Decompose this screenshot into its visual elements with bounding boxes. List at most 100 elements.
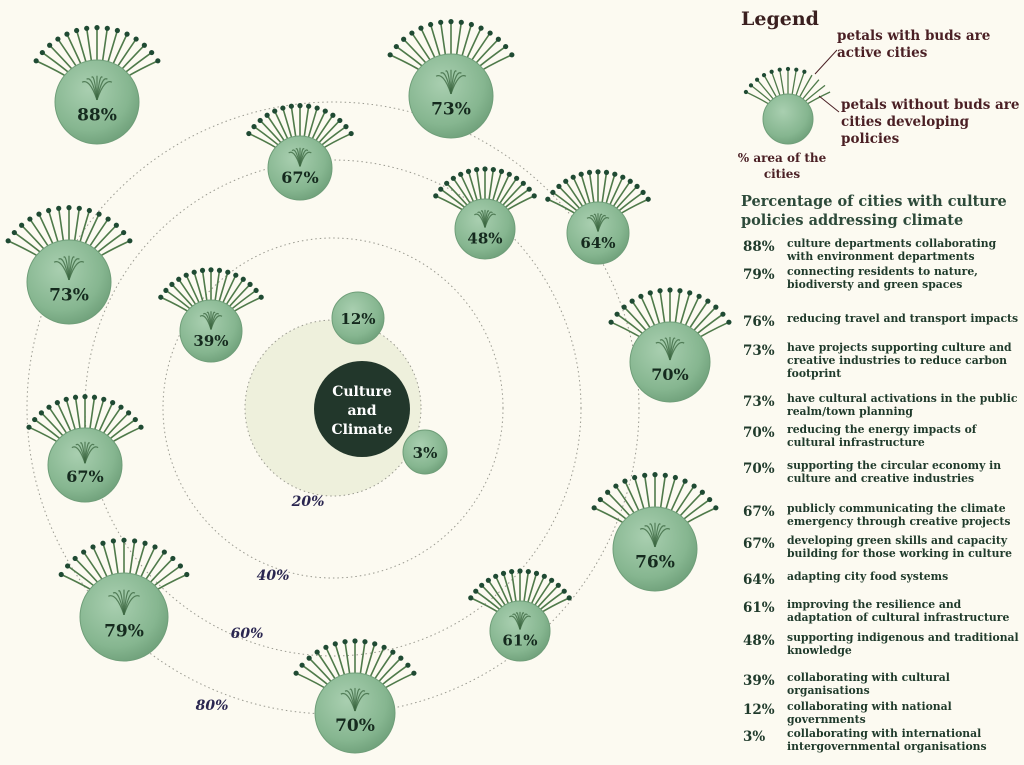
bud <box>487 30 493 36</box>
percentage-title: Percentage of cities with culture polici… <box>741 193 1007 229</box>
petal-overlap <box>484 213 496 228</box>
bud <box>132 416 138 423</box>
bud <box>86 207 92 214</box>
bud <box>314 105 320 111</box>
legend-bud <box>754 77 760 82</box>
flower-value: 73% <box>49 286 89 306</box>
bud <box>458 19 464 25</box>
bud <box>632 474 638 481</box>
bud <box>272 108 278 114</box>
bud <box>110 538 116 544</box>
bud <box>127 238 133 244</box>
flower: 39% <box>158 267 264 363</box>
legend-item-value: 73% <box>743 343 775 359</box>
bud <box>707 496 713 503</box>
bud <box>152 544 158 550</box>
flower: 64% <box>545 169 651 265</box>
legend-bud <box>748 83 754 88</box>
bud <box>163 287 169 294</box>
bud <box>247 281 253 287</box>
petal-overlap <box>519 615 531 630</box>
bud <box>479 582 485 588</box>
bud <box>240 276 246 282</box>
flower-value: 70% <box>335 716 375 736</box>
diagram-canvas: 20% 40% 60% 80% 88% 73% 67% 48% 64% 70% 76% 61% 70%… <box>5 19 732 754</box>
bud <box>306 103 312 109</box>
bud <box>177 563 183 569</box>
bud <box>699 489 705 495</box>
bud <box>90 544 96 550</box>
bud <box>597 496 603 503</box>
bud <box>142 540 148 546</box>
bud <box>541 573 547 579</box>
ring-2 <box>162 237 504 579</box>
bud <box>387 52 393 58</box>
bud <box>314 649 320 655</box>
bud <box>133 36 139 42</box>
bud <box>113 222 119 228</box>
bud <box>401 36 407 42</box>
bud <box>621 304 627 310</box>
bud <box>138 424 144 430</box>
flower-bubble <box>629 321 711 403</box>
flower-bubble <box>314 672 396 754</box>
bud <box>726 319 732 325</box>
flower: 73% <box>387 19 515 139</box>
bud <box>555 582 561 588</box>
bud <box>438 186 444 192</box>
flower: 61% <box>468 568 572 662</box>
flower-value: 70% <box>651 365 688 384</box>
legend-item-value: 73% <box>743 394 775 410</box>
bud <box>405 662 411 668</box>
legend-area-note: % area of the cities <box>737 151 827 181</box>
flower: 67% <box>26 394 144 503</box>
bud <box>556 183 562 189</box>
legend-item-text: reducing travel and transport impacts <box>787 312 1019 325</box>
legend-bud <box>761 73 767 78</box>
legend-item-text: collaborating with national governments <box>787 700 952 726</box>
flower-bubble <box>454 198 516 260</box>
bud <box>622 478 628 484</box>
flower: 88% <box>33 25 161 145</box>
bud <box>549 577 555 583</box>
plain-bubble <box>331 291 385 345</box>
bud <box>225 269 231 275</box>
bud <box>19 222 25 228</box>
flower-bubble <box>79 572 169 662</box>
flower: 79% <box>58 537 190 662</box>
legend-item-value: 76% <box>743 314 775 330</box>
plain-bubble-value: 12% <box>340 310 375 328</box>
flower-bubble <box>179 299 243 363</box>
legend-item-value: 12% <box>743 702 775 718</box>
bud <box>525 568 531 575</box>
bud <box>337 117 343 124</box>
bud <box>517 568 523 574</box>
center-label-line: Climate <box>331 422 392 438</box>
bud <box>299 662 305 668</box>
flower-bubble <box>267 135 333 201</box>
bud <box>720 311 726 317</box>
bud <box>253 287 259 294</box>
bud <box>39 49 45 56</box>
bud <box>638 293 644 299</box>
legend-item-text: collaborating with cultural organisation… <box>787 671 950 697</box>
flower-value: 88% <box>77 106 117 126</box>
bud <box>613 483 619 489</box>
bud <box>428 21 434 28</box>
bud <box>682 478 688 484</box>
flower: 73% <box>5 205 133 325</box>
center-circle <box>314 361 410 457</box>
bud <box>409 30 415 36</box>
bud <box>362 639 368 645</box>
bud <box>74 27 80 34</box>
legend-bud <box>802 69 807 74</box>
bud <box>595 169 601 175</box>
bud <box>533 570 540 576</box>
bud <box>293 670 299 676</box>
bud <box>458 171 464 177</box>
bud <box>381 644 387 650</box>
legend-buds-note: petals with buds are active cities <box>837 28 991 61</box>
bud <box>474 166 480 173</box>
bud <box>343 124 349 130</box>
bud <box>27 216 33 222</box>
